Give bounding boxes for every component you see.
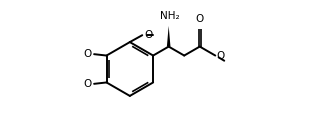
- Text: O: O: [84, 49, 92, 59]
- Polygon shape: [167, 26, 170, 47]
- Text: NH₂: NH₂: [160, 11, 180, 21]
- Text: O: O: [196, 14, 204, 25]
- Text: O: O: [84, 79, 92, 89]
- Text: O: O: [145, 30, 153, 40]
- Text: O: O: [217, 51, 225, 61]
